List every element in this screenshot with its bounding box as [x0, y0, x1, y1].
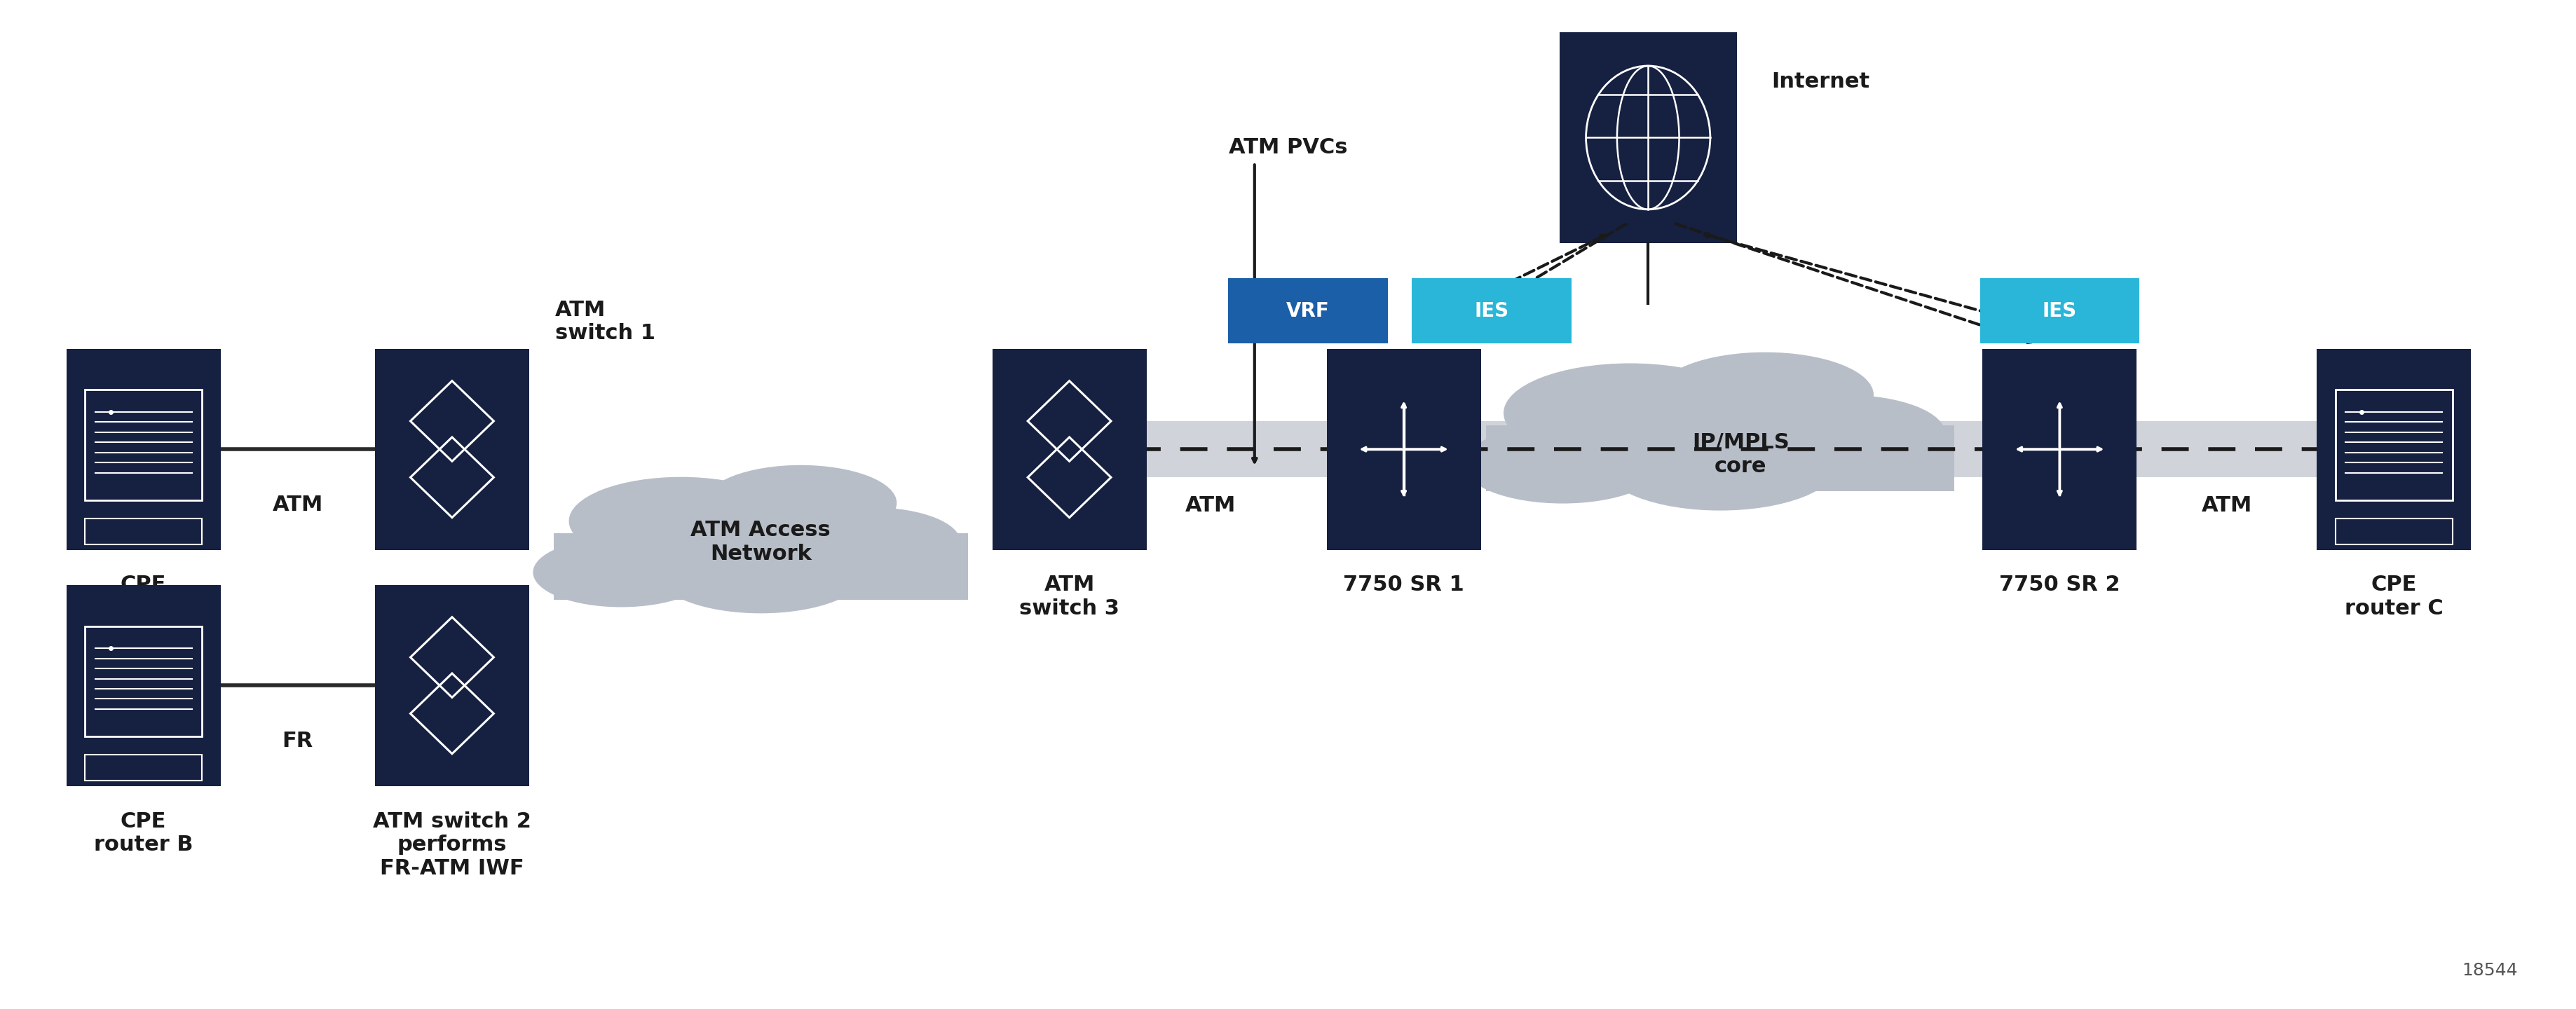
FancyBboxPatch shape: [67, 585, 222, 786]
Text: ATM PVCs: ATM PVCs: [1229, 137, 1347, 157]
FancyBboxPatch shape: [1558, 32, 1736, 243]
Circle shape: [1602, 419, 1837, 510]
Circle shape: [1504, 364, 1757, 462]
Text: FR: FR: [283, 731, 314, 751]
Text: CPE
router A: CPE router A: [93, 575, 193, 619]
Text: ATM: ATM: [273, 494, 322, 515]
Circle shape: [706, 465, 896, 541]
Text: ATM Access
Network: ATM Access Network: [690, 521, 829, 564]
Circle shape: [1747, 396, 1945, 473]
Text: CPE
router C: CPE router C: [2344, 575, 2442, 619]
FancyBboxPatch shape: [1133, 421, 2329, 477]
Text: IP/MPLS
core: IP/MPLS core: [1692, 432, 1790, 476]
Text: VRF: VRF: [1285, 302, 1329, 321]
Text: ATM
switch 1: ATM switch 1: [554, 300, 654, 344]
Text: ATM switch 2
performs
FR-ATM IWF: ATM switch 2 performs FR-ATM IWF: [374, 811, 531, 879]
FancyBboxPatch shape: [376, 585, 528, 786]
Text: Internet: Internet: [1772, 72, 1870, 92]
FancyBboxPatch shape: [554, 533, 969, 599]
FancyBboxPatch shape: [1486, 425, 1955, 491]
Text: 18544: 18544: [2463, 963, 2517, 979]
Text: ATM: ATM: [1185, 495, 1236, 516]
Circle shape: [1530, 381, 1801, 487]
FancyBboxPatch shape: [1229, 278, 1388, 344]
Text: CPE
router B: CPE router B: [93, 811, 193, 855]
Circle shape: [1463, 426, 1662, 503]
Text: IES: IES: [1473, 302, 1510, 321]
FancyBboxPatch shape: [376, 349, 528, 550]
Circle shape: [657, 532, 866, 612]
Text: 7750 SR 1: 7750 SR 1: [1342, 575, 1463, 595]
Circle shape: [592, 495, 832, 589]
Text: IES: IES: [2043, 302, 2076, 321]
FancyBboxPatch shape: [67, 349, 222, 550]
Circle shape: [1656, 353, 1873, 437]
FancyBboxPatch shape: [2316, 349, 2470, 550]
FancyBboxPatch shape: [1984, 349, 2138, 550]
Text: 7750 SR 2: 7750 SR 2: [1999, 575, 2120, 595]
Text: ATM
switch 3: ATM switch 3: [1020, 575, 1121, 619]
Circle shape: [569, 477, 793, 565]
Text: ATM: ATM: [2202, 495, 2251, 516]
FancyBboxPatch shape: [1412, 278, 1571, 344]
FancyBboxPatch shape: [992, 349, 1146, 550]
Circle shape: [533, 538, 708, 606]
Circle shape: [786, 508, 961, 576]
FancyBboxPatch shape: [1981, 278, 2138, 344]
FancyBboxPatch shape: [1327, 349, 1481, 550]
